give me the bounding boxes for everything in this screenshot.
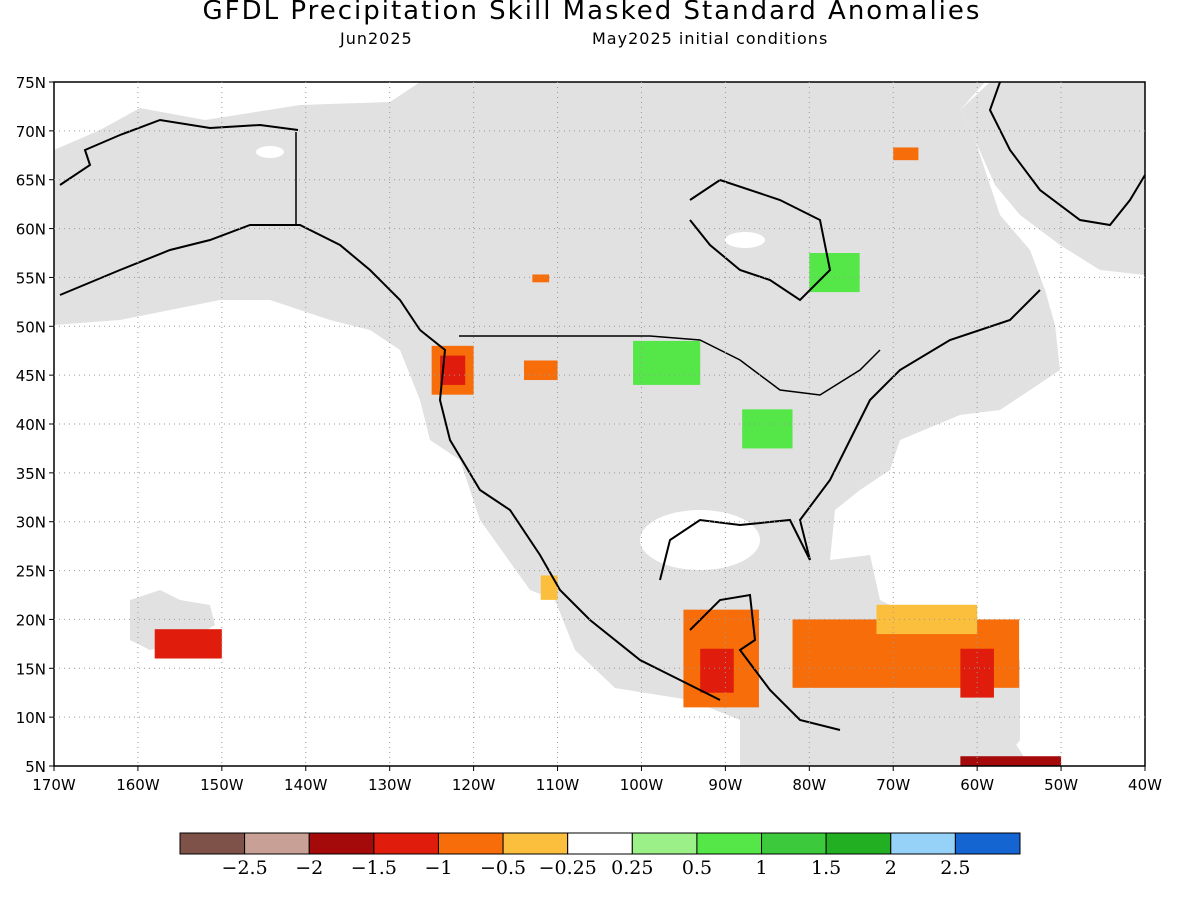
greenland-coast — [988, 82, 1145, 227]
legend-swatch-neg_2 — [244, 832, 310, 855]
legend-swatch-pos_2_5 — [954, 832, 1021, 855]
legend-swatch-pos_0_5 — [696, 832, 763, 855]
south-america-landmass — [820, 700, 1030, 766]
lat-tick-label: 30N — [16, 514, 46, 532]
lat-tick-label: 50N — [16, 318, 46, 336]
lat-tick-label: 70N — [16, 123, 46, 141]
lon-tick-label: 90W — [708, 776, 742, 794]
lon-tick-label: 40W — [1128, 776, 1162, 794]
target-month-label: Jun2025 — [340, 29, 413, 48]
lat-tick-label: 35N — [16, 465, 46, 483]
legend-swatch-neg_0_5 — [437, 832, 504, 855]
legend-swatch-neg_0_25 — [502, 832, 569, 855]
lon-tick-label: 170W — [32, 776, 76, 794]
lat-tick-label: 55N — [16, 269, 46, 287]
legend-label: 1.5 — [811, 857, 841, 879]
legend-swatch-neg_2_5 — [179, 832, 246, 855]
lat-tick-label: 40N — [16, 416, 46, 434]
legend-swatch-neg_1 — [373, 832, 439, 855]
legend-label: −2.5 — [222, 857, 268, 879]
lon-tick-label: 130W — [368, 776, 412, 794]
legend-swatch-pos_1 — [761, 832, 827, 855]
alaska-south-coast — [59, 224, 421, 331]
alaska-coast — [59, 118, 299, 186]
coastlines — [59, 82, 1145, 731]
lon-tick-label: 150W — [200, 776, 244, 794]
greenland-landmass — [960, 82, 1145, 275]
lon-tick-label: 50W — [1044, 776, 1078, 794]
legend-swatch-neutral — [567, 832, 633, 855]
anomaly-north-dakota — [633, 340, 701, 385]
anomaly-lesser-antilles — [960, 648, 994, 698]
anomaly-baja-tip — [540, 575, 558, 600]
latitude-axis: 75N 70N 65N 60N 55N 50N 45N 40N 35N 30N 25N 20N 15N 1… — [16, 74, 54, 776]
hudson-bay — [725, 232, 765, 248]
legend-label: −0.5 — [480, 857, 526, 879]
anomaly-layer — [154, 147, 1062, 766]
gulf-coast — [659, 289, 1041, 581]
map-title: GFDL Precipitation Skill Masked Standard… — [202, 0, 982, 26]
anomaly-central-america-core — [700, 648, 734, 693]
anomaly-quebec — [809, 253, 860, 293]
legend-label: −1.5 — [351, 857, 397, 879]
anomaly-hawaii — [154, 629, 222, 659]
lat-tick-label: 25N — [16, 563, 46, 581]
lat-tick-label: 5N — [25, 758, 46, 776]
yucatan-coast — [689, 593, 841, 731]
anomaly-south-america-coast — [960, 756, 1062, 766]
lon-tick-label: 100W — [620, 776, 664, 794]
legend-label: −1 — [424, 857, 452, 879]
anomaly-baffin-island — [893, 147, 919, 161]
legend-label: 0.5 — [682, 857, 712, 879]
initial-conditions-label: May2025 initial conditions — [592, 29, 829, 48]
lon-tick-label: 70W — [876, 776, 910, 794]
legend-swatch-pos_2 — [890, 832, 956, 855]
anomaly-ohio-valley — [742, 409, 793, 449]
lon-tick-label: 160W — [116, 776, 160, 794]
color-legend: −2.5 −2 −1.5 −1 −0.5 −0.25 0.25 0.5 1 1.5 2 2.5 — [179, 832, 1021, 879]
legend-swatch-neg_1_5 — [308, 832, 375, 855]
legend-label: 1 — [755, 857, 767, 879]
lon-tick-label: 140W — [284, 776, 328, 794]
legend-label: −0.25 — [539, 857, 597, 879]
anomaly-southern-alberta — [532, 274, 550, 283]
lon-tick-label: 120W — [452, 776, 496, 794]
longitude-axis: 170W 160W 150W 140W 130W 120W 110W 100W 90W 80W 70… — [32, 766, 1162, 794]
cuba-landmass — [765, 590, 880, 625]
legend-label: 2 — [885, 857, 897, 879]
legend-swatch-pos_0_25 — [631, 832, 698, 855]
lat-tick-label: 60N — [16, 221, 46, 239]
lat-tick-label: 15N — [16, 660, 46, 678]
lat-tick-label: 10N — [16, 709, 46, 727]
legend-swatch-pos_1_5 — [825, 832, 892, 855]
anomaly-caribbean-fringe — [876, 604, 978, 635]
great-bear-lake — [256, 146, 284, 158]
lat-tick-label: 75N — [16, 74, 46, 92]
legend-label: −2 — [295, 857, 323, 879]
lat-tick-label: 45N — [16, 367, 46, 385]
legend-label: 0.25 — [611, 857, 653, 879]
lat-tick-label: 65N — [16, 172, 46, 190]
lon-tick-label: 60W — [960, 776, 994, 794]
lon-tick-label: 110W — [536, 776, 580, 794]
west-coast — [419, 329, 721, 701]
legend-label: 2.5 — [940, 857, 970, 879]
graticule — [54, 82, 1145, 766]
lon-tick-label: 80W — [792, 776, 826, 794]
gulf-of-mexico — [640, 510, 760, 570]
lat-tick-label: 20N — [16, 611, 46, 629]
anomaly-northern-rockies — [523, 360, 558, 381]
